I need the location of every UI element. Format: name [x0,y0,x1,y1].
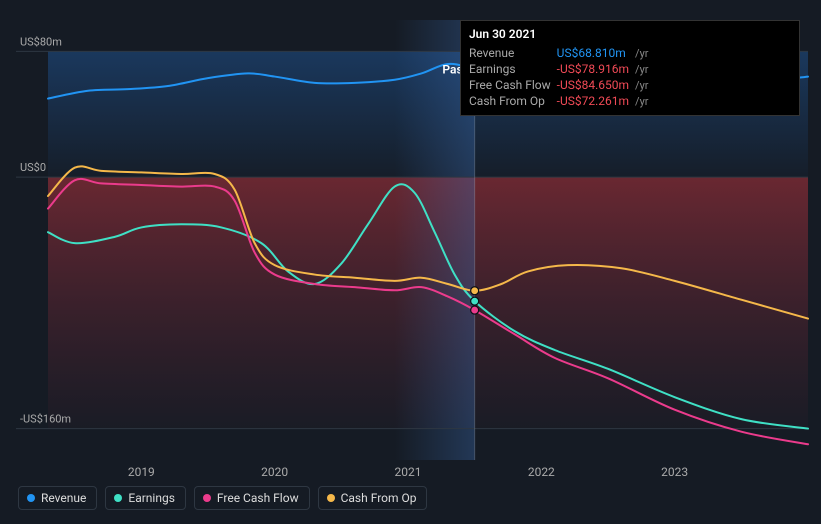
tooltip-row: RevenueUS$68.810m/yr [469,45,655,61]
tooltip-table: RevenueUS$68.810m/yrEarnings-US$78.916m/… [469,45,655,109]
y-axis-label: US$80m [20,35,62,48]
y-axis-label: -US$160m [20,413,71,426]
legend-item-revenue[interactable]: Revenue [18,486,97,510]
tooltip-row-value: US$68.810m [557,45,635,61]
tooltip-row-value: -US$78.916m [557,61,635,77]
legend-item-cfo[interactable]: Cash From Op [318,486,428,510]
x-axis-label: 2020 [261,465,288,479]
hover-tooltip: Jun 30 2021 RevenueUS$68.810m/yrEarnings… [460,20,800,116]
tooltip-row-unit: /yr [635,61,654,77]
legend-dot-icon [203,494,211,502]
x-axis-label: 2021 [395,465,422,479]
tooltip-row-unit: /yr [635,93,654,109]
legend-dot-icon [114,494,122,502]
x-axis-label: 2023 [661,465,688,479]
legend-item-earnings[interactable]: Earnings [105,486,186,510]
x-axis-label: 2019 [128,465,155,479]
tooltip-row-label: Free Cash Flow [469,77,557,93]
financial-chart: { "chart": { "type": "line", "width": 82… [0,0,821,524]
tooltip-row-label: Revenue [469,45,557,61]
legend-label: Revenue [41,491,86,505]
tooltip-row: Free Cash Flow-US$84.650m/yr [469,77,655,93]
y-axis-label: US$0 [20,161,46,174]
tooltip-row-value: -US$72.261m [557,93,635,109]
tooltip-row: Earnings-US$78.916m/yr [469,61,655,77]
tooltip-row-label: Cash From Op [469,93,557,109]
legend-label: Earnings [128,491,175,505]
tooltip-row-unit: /yr [635,77,654,93]
legend-label: Free Cash Flow [217,491,299,505]
legend: Revenue Earnings Free Cash Flow Cash From O… [18,486,427,510]
tooltip-row-unit: /yr [635,45,654,61]
legend-dot-icon [27,494,35,502]
legend-label: Cash From Op [341,491,417,505]
tooltip-row: Cash From Op-US$72.261m/yr [469,93,655,109]
tooltip-row-value: -US$84.650m [557,77,635,93]
legend-dot-icon [327,494,335,502]
x-axis-label: 2022 [528,465,555,479]
tooltip-date: Jun 30 2021 [469,27,791,41]
tooltip-row-label: Earnings [469,61,557,77]
legend-item-fcf[interactable]: Free Cash Flow [194,486,310,510]
